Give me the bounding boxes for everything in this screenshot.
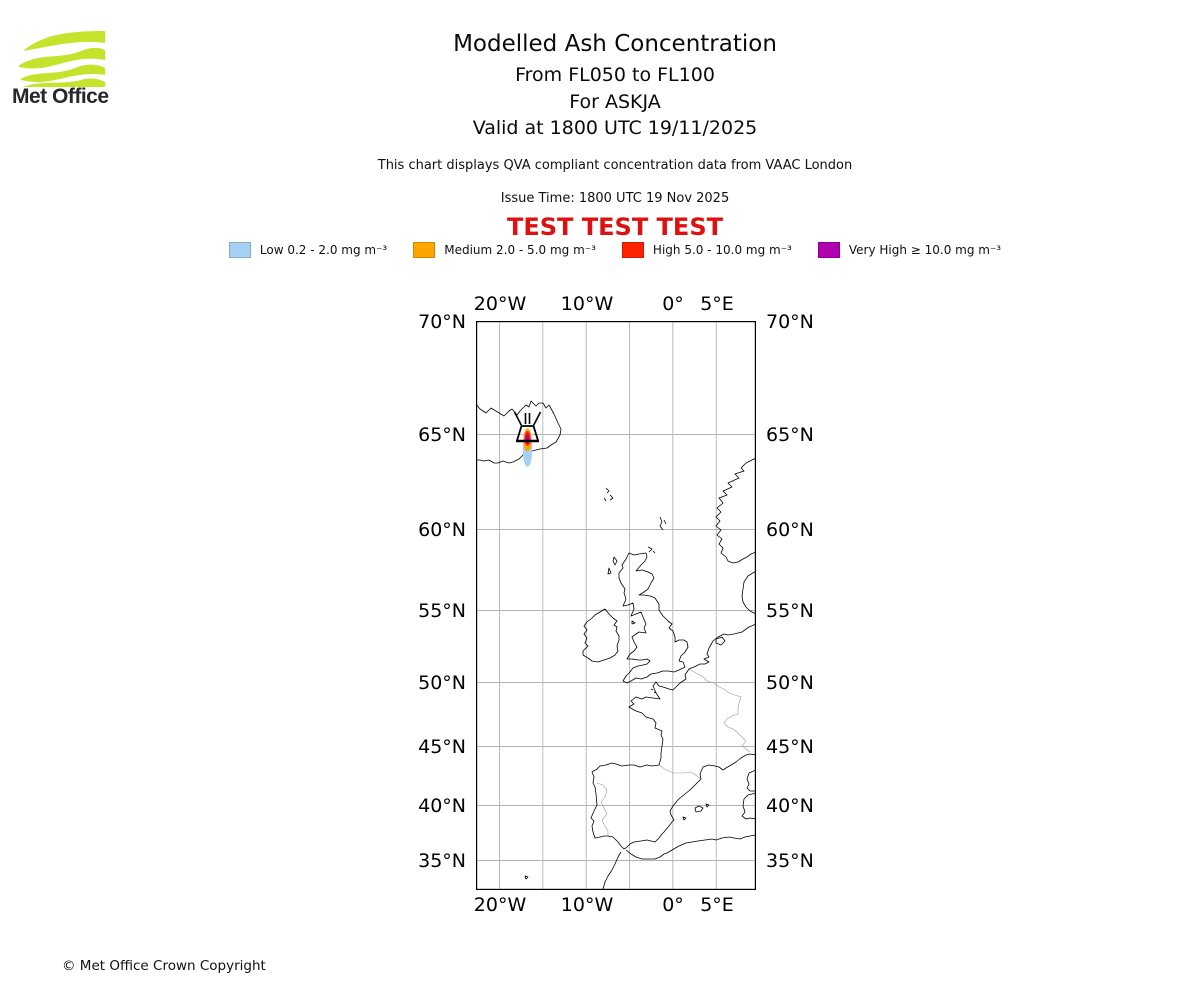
coastlines [476, 400, 756, 890]
legend-item-very-high: Very High ≥ 10.0 mg m⁻³ [817, 242, 1002, 258]
ash-plume [522, 428, 533, 467]
x-tick-bottom-5e: 5°E [700, 894, 734, 916]
border-france-east [688, 668, 751, 753]
qva-note: This chart displays QVA compliant concen… [377, 158, 853, 173]
coastline-continental-europe [590, 623, 756, 850]
y-tick-right-70n: 70°N [766, 311, 814, 333]
coastline-shetland [659, 516, 667, 531]
country-borders [596, 668, 751, 836]
coastline-norway [715, 457, 756, 564]
y-tick-left-65n: 65°N [418, 424, 466, 446]
legend-swatch-very-high [817, 242, 840, 258]
y-tick-right-65n: 65°N [766, 424, 814, 446]
y-tick-right-55n: 55°N [766, 600, 814, 622]
legend-item-medium: Medium 2.0 - 5.0 mg m⁻³ [413, 242, 596, 258]
y-tick-left-60n: 60°N [418, 519, 466, 541]
coastline-north-africa-atlantic [602, 851, 622, 890]
legend-label-medium: Medium 2.0 - 5.0 mg m⁻³ [444, 243, 596, 257]
legend-label-low: Low 0.2 - 2.0 mg m⁻³ [259, 243, 388, 257]
copyright-notice: © Met Office Crown Copyright [62, 958, 266, 974]
coastline-balearics [682, 803, 710, 821]
x-tick-top-10w: 10°W [560, 293, 614, 315]
coastline-corsica [746, 769, 756, 792]
legend-swatch-medium [413, 242, 436, 258]
y-tick-left-40n: 40°N [418, 795, 466, 817]
coastline-sardinia [741, 792, 756, 820]
x-tick-bottom-0: 0° [662, 894, 684, 916]
map-canvas [476, 321, 756, 890]
subtitle-flight-levels: From FL050 to FL100 [515, 64, 715, 86]
legend-swatch-high [621, 242, 644, 258]
coastline-ijsselmeer [715, 636, 726, 646]
x-tick-bottom-20w: 20°W [473, 894, 527, 916]
border-spain-france [658, 764, 702, 780]
graticule [476, 321, 756, 890]
met-office-logo-text: Met Office [12, 85, 109, 108]
legend-item-high: High 5.0 - 10.0 mg m⁻³ [621, 242, 792, 258]
test-banner: TEST TEST TEST [507, 213, 723, 241]
x-tick-bottom-10w: 10°W [560, 894, 614, 916]
y-tick-left-50n: 50°N [418, 672, 466, 694]
y-tick-right-50n: 50°N [766, 672, 814, 694]
volcano-marker-icon [513, 411, 542, 443]
y-tick-right-45n: 45°N [766, 736, 814, 758]
y-tick-left-55n: 55°N [418, 600, 466, 622]
coastline-iceland [476, 400, 562, 464]
met-office-logo [18, 31, 105, 87]
x-tick-top-20w: 20°W [473, 293, 527, 315]
subtitle-valid-time: Valid at 1800 UTC 19/11/2025 [472, 117, 758, 139]
legend: Low 0.2 - 2.0 mg m⁻³ Medium 2.0 - 5.0 mg… [15, 240, 1200, 260]
coastline-orkney [647, 546, 656, 554]
y-tick-left-35n: 35°N [418, 850, 466, 872]
legend-item-low: Low 0.2 - 2.0 mg m⁻³ [228, 242, 388, 258]
legend-label-high: High 5.0 - 10.0 mg m⁻³ [652, 243, 792, 257]
coastline-faroe-islands [603, 487, 614, 502]
coastline-outer-hebrides [607, 556, 618, 575]
y-tick-left-70n: 70°N [418, 311, 466, 333]
y-tick-left-45n: 45°N [418, 736, 466, 758]
y-tick-right-40n: 40°N [766, 795, 814, 817]
logo-waves-icon [18, 31, 105, 87]
coastline-ireland [582, 608, 620, 663]
ash-contour-very-high [525, 434, 530, 444]
border-spain-portugal [596, 782, 609, 836]
issue-time: Issue Time: 1800 UTC 19 Nov 2025 [500, 191, 730, 206]
y-tick-right-35n: 35°N [766, 850, 814, 872]
legend-label-very-high: Very High ≥ 10.0 mg m⁻³ [848, 243, 1002, 257]
x-tick-top-5e: 5°E [700, 293, 734, 315]
subtitle-volcano: For ASKJA [569, 91, 661, 113]
page-title: Modelled Ash Concentration [453, 31, 777, 57]
x-tick-top-0: 0° [662, 293, 684, 315]
y-tick-right-60n: 60°N [766, 519, 814, 541]
coastline-madeira [524, 875, 529, 880]
coastline-isle-of-man [631, 620, 636, 625]
legend-swatch-low [228, 242, 251, 258]
coastline-denmark [741, 570, 756, 615]
map-frame [476, 321, 756, 890]
coastline-north-africa-mediterranean [625, 834, 756, 860]
coastline-great-britain [618, 552, 689, 684]
